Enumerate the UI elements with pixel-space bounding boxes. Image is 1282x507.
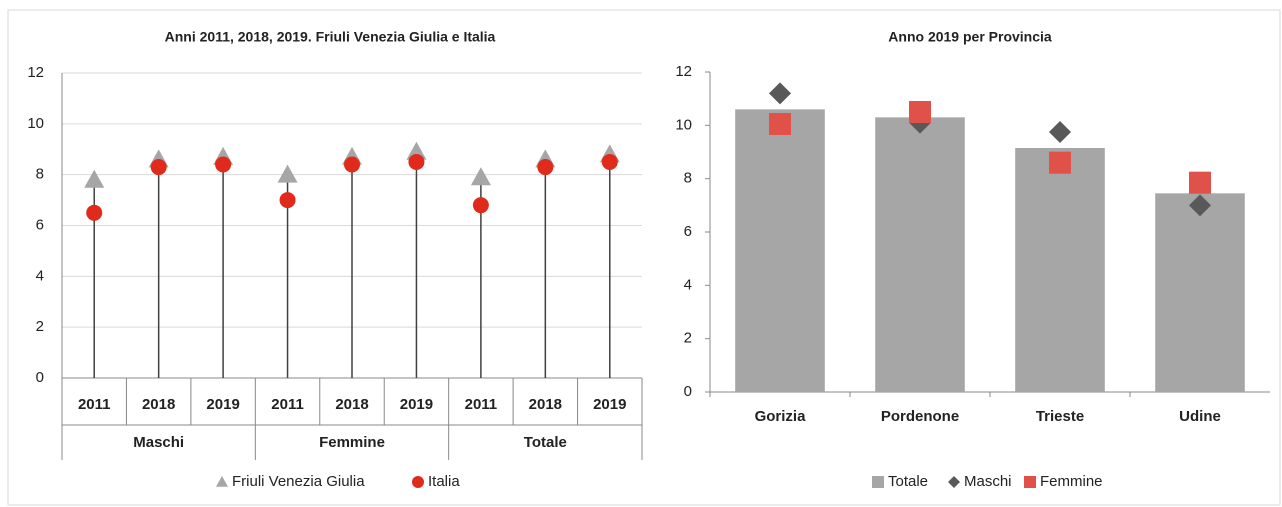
legend-label: Femmine [1040,473,1103,490]
chart-title: Anno 2019 per Provincia [888,29,1052,45]
circle-marker [601,153,618,170]
x-tick-label: 2018 [529,396,562,413]
triangle-marker [216,476,228,487]
circle-marker [472,197,489,214]
y-tick-label: 6 [684,223,692,240]
circle-marker [408,153,425,170]
x-tick-label: Gorizia [755,408,807,425]
group-label: Maschi [133,434,184,451]
diamond-marker [948,476,960,488]
circle-marker [344,156,360,173]
y-tick-label: 0 [36,369,44,386]
triangle-marker [406,141,427,160]
y-tick-label: 10 [27,115,44,132]
bar-swatch [872,476,884,488]
x-tick-label: 2019 [206,396,239,413]
bar [735,109,825,392]
circle-marker [279,192,296,209]
y-tick-label: 0 [684,383,692,400]
diamond-marker [1049,121,1071,143]
circle-marker [412,476,424,488]
group-label: Femmine [319,434,385,451]
legend-label: Italia [428,473,460,490]
y-tick-label: 4 [684,276,692,293]
triangle-marker [277,164,298,183]
bar [1155,193,1245,392]
diamond-marker [1189,194,1211,217]
x-tick-label: 2011 [78,396,111,413]
y-tick-label: 4 [36,267,44,284]
square-marker [1049,151,1071,174]
x-tick-label: Udine [1179,408,1221,425]
y-tick-label: 12 [27,64,44,81]
legend-label: Friuli Venezia Giulia [232,473,365,490]
legend-label: Totale [888,473,928,490]
square-marker [909,101,931,123]
x-tick-label: 2019 [400,396,433,413]
y-tick-label: 2 [684,330,692,347]
legend-label: Maschi [964,473,1012,490]
y-tick-label: 8 [684,170,692,187]
x-tick-label: 2011 [271,396,304,413]
y-tick-label: 2 [36,318,44,335]
triangle-marker [84,169,105,188]
frame [7,9,1281,506]
x-tick-label: 2018 [142,396,175,413]
triangle-marker [470,167,491,186]
circle-marker [86,204,103,221]
chart-title: Anni 2011, 2018, 2019. Friuli Venezia Gi… [165,29,496,45]
square-marker [1189,171,1211,194]
circle-marker [215,156,232,173]
y-tick-label: 6 [36,216,44,233]
bar [1015,148,1105,392]
diamond-marker [769,82,791,105]
square-marker [769,113,791,135]
x-tick-label: 2019 [593,396,626,413]
y-tick-label: 8 [36,166,44,183]
circle-marker [150,159,167,176]
square-marker [1024,476,1036,488]
group-label: Totale [524,434,567,451]
y-tick-label: 10 [675,116,692,133]
x-tick-label: 2011 [465,396,498,413]
bar [875,117,965,392]
y-tick-label: 12 [675,63,692,80]
circle-marker [537,159,554,176]
x-tick-label: 2018 [335,396,368,413]
x-tick-label: Pordenone [881,408,959,425]
x-tick-label: Trieste [1036,408,1084,425]
